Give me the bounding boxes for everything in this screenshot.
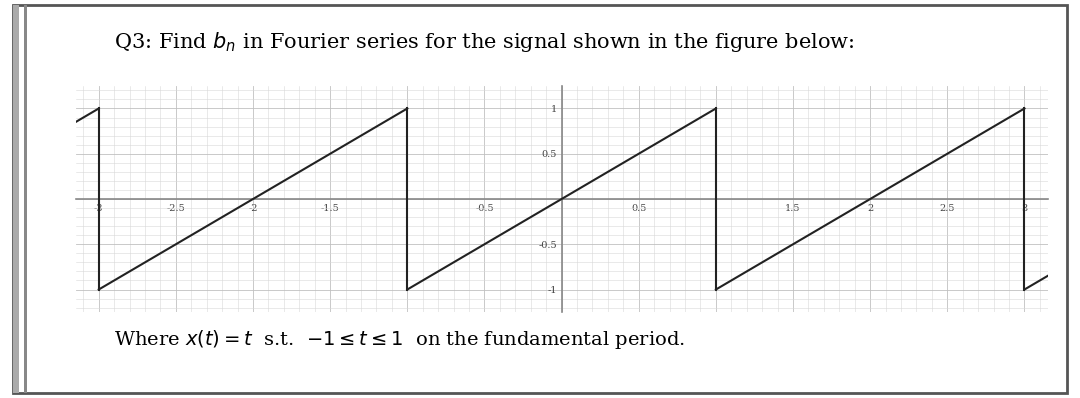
Text: Where $x(t) = t$  s.t.  $-1 \leq t \leq 1$  on the fundamental period.: Where $x(t) = t$ s.t. $-1 \leq t \leq 1$… (114, 328, 686, 351)
Text: Q3: Find $b_n$ in Fourier series for the signal shown in the figure below:: Q3: Find $b_n$ in Fourier series for the… (114, 31, 855, 55)
